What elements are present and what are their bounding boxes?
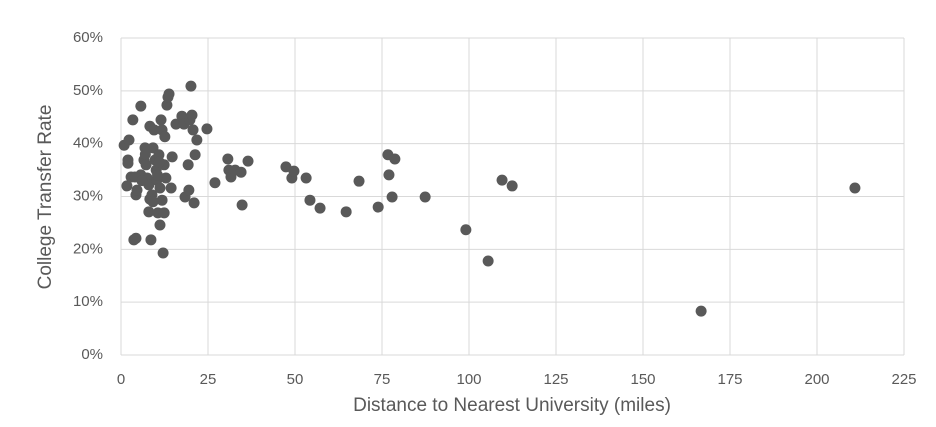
point <box>156 194 168 206</box>
point <box>222 153 234 165</box>
point <box>695 305 707 317</box>
point <box>314 202 326 214</box>
y-tick-label: 0% <box>81 346 103 363</box>
point <box>155 114 167 126</box>
point <box>152 169 164 181</box>
x-tick-label: 100 <box>456 371 481 388</box>
point <box>130 232 142 244</box>
point <box>235 166 247 178</box>
point <box>157 247 169 259</box>
point <box>496 174 508 186</box>
point <box>143 206 155 218</box>
point <box>136 175 148 187</box>
point <box>419 191 431 203</box>
point <box>160 172 172 184</box>
point <box>188 197 200 209</box>
point <box>127 114 139 126</box>
point <box>165 182 177 194</box>
point <box>372 201 384 213</box>
x-tick-label: 75 <box>374 371 391 388</box>
point <box>185 80 197 92</box>
point <box>506 180 518 192</box>
x-tick-label: 50 <box>287 371 304 388</box>
point <box>236 199 248 211</box>
y-tick-label: 20% <box>73 240 103 257</box>
point <box>183 184 195 196</box>
x-tick-label: 125 <box>543 371 568 388</box>
point <box>300 172 312 184</box>
point <box>170 118 182 130</box>
point <box>153 156 165 168</box>
x-axis-label: Distance to Nearest University (miles) <box>353 395 671 416</box>
x-tick-label: 0 <box>117 371 125 388</box>
x-tick-label: 225 <box>891 371 916 388</box>
point <box>154 219 166 231</box>
y-tick-label: 60% <box>73 29 103 46</box>
point <box>340 206 352 218</box>
point <box>123 134 135 146</box>
y-tick-label: 10% <box>73 293 103 310</box>
point <box>242 155 254 167</box>
point <box>209 177 221 189</box>
point <box>186 109 198 121</box>
y-tick-label: 30% <box>73 187 103 204</box>
point <box>147 196 159 208</box>
point <box>386 191 398 203</box>
point <box>140 159 152 171</box>
point <box>201 123 213 135</box>
point <box>849 182 861 194</box>
y-axis-label: College Transfer Rate <box>35 105 56 290</box>
point <box>154 182 166 194</box>
y-tick-label: 50% <box>73 82 103 99</box>
point <box>122 157 134 169</box>
point <box>191 134 203 146</box>
point <box>187 124 199 136</box>
point <box>182 159 194 171</box>
point <box>189 149 201 161</box>
point <box>383 169 395 181</box>
point <box>166 151 178 163</box>
point <box>353 175 365 187</box>
point <box>159 131 171 143</box>
y-tick-label: 40% <box>73 135 103 152</box>
point <box>139 148 151 160</box>
x-tick-label: 175 <box>717 371 742 388</box>
point <box>148 124 160 136</box>
point <box>121 180 133 192</box>
point <box>304 194 316 206</box>
point <box>288 165 300 177</box>
point <box>389 153 401 165</box>
x-tick-label: 150 <box>630 371 655 388</box>
point <box>131 184 143 196</box>
point <box>158 207 170 219</box>
point <box>145 234 157 246</box>
x-tick-label: 25 <box>200 371 217 388</box>
point <box>482 255 494 267</box>
point <box>135 100 147 112</box>
point <box>460 224 472 236</box>
point <box>163 88 175 100</box>
x-tick-label: 200 <box>804 371 829 388</box>
